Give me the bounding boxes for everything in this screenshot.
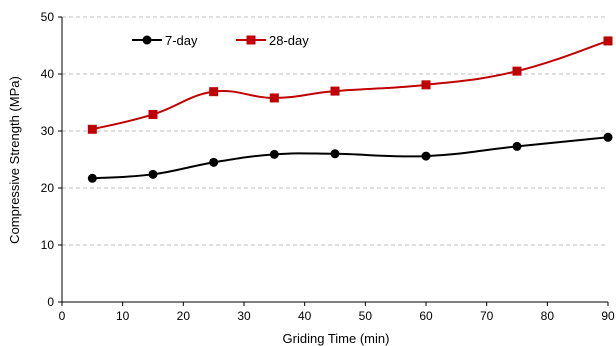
x-tick-label: 10 (116, 309, 130, 323)
data-point-28-day (421, 80, 431, 90)
data-point-28-day (330, 86, 340, 96)
x-tick-label: 50 (359, 309, 373, 323)
data-point-7-day (603, 132, 613, 142)
legend: 7-day 28-day (132, 33, 309, 48)
x-axis-ticks: 0 10 20 30 40 50 60 70 80 90 (59, 302, 615, 323)
x-tick-label: 70 (480, 309, 494, 323)
y-tick-label: 50 (41, 10, 55, 24)
legend-marker-28-day (246, 35, 256, 45)
data-point-7-day (330, 149, 340, 159)
series-28-day (87, 36, 613, 134)
legend-item-7-day: 7-day (132, 33, 198, 48)
x-tick-label: 40 (298, 309, 312, 323)
y-tick-label: 0 (47, 295, 54, 309)
x-tick-label: 80 (541, 309, 555, 323)
data-point-28-day (603, 36, 613, 46)
data-point-7-day (421, 151, 431, 161)
data-point-28-day (512, 66, 522, 76)
x-tick-label: 20 (177, 309, 191, 323)
axes (61, 17, 608, 303)
x-axis-label: Griding Time (min) (283, 331, 390, 346)
x-tick-label: 30 (237, 309, 251, 323)
data-point-7-day (512, 141, 522, 151)
series-line-28-day (92, 39, 609, 131)
y-axis-ticks: 0 10 20 30 40 50 (41, 10, 62, 309)
y-tick-label: 20 (41, 181, 55, 195)
legend-label-28-day: 28-day (269, 33, 309, 48)
legend-marker-7-day (142, 35, 152, 45)
y-tick-label: 10 (41, 238, 55, 252)
data-point-28-day (87, 124, 97, 134)
data-point-7-day (209, 157, 219, 167)
data-point-7-day (148, 169, 158, 179)
x-tick-label: 0 (59, 309, 66, 323)
x-tick-label: 60 (419, 309, 433, 323)
y-axis-label: Compressive Strength (MPa) (7, 76, 22, 244)
data-point-28-day (209, 87, 219, 97)
data-point-28-day (148, 109, 158, 119)
y-tick-label: 30 (41, 124, 55, 138)
series-line-7-day (92, 136, 609, 180)
legend-item-28-day: 28-day (236, 33, 309, 48)
data-point-7-day (87, 173, 97, 183)
series-group (87, 36, 613, 183)
data-point-7-day (269, 149, 279, 159)
data-point-28-day (269, 93, 279, 103)
x-tick-label: 90 (601, 309, 615, 323)
series-7-day (87, 132, 613, 183)
y-tick-label: 40 (41, 67, 55, 81)
gridlines (62, 16, 608, 246)
legend-label-7-day: 7-day (165, 33, 198, 48)
